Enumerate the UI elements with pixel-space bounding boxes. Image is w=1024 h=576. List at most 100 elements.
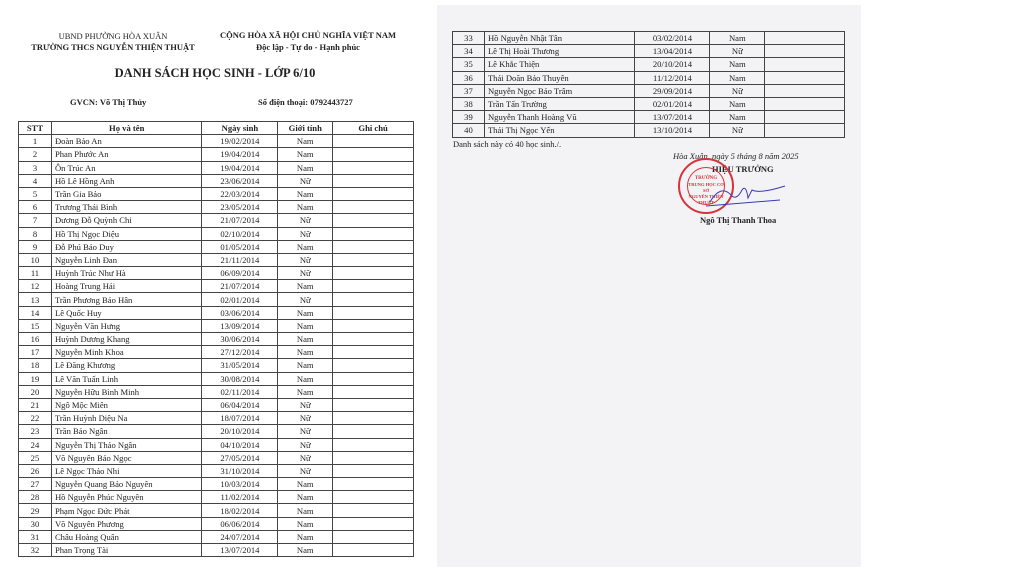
header-left-line2: TRƯỜNG THCS NGUYỄN THIỆN THUẬT [31,42,195,52]
student-note [332,424,414,439]
student-dob: 13/07/2014 [634,110,711,125]
student-dob: 31/05/2014 [201,358,279,373]
table-row: 38 Trần Tấn Trường 02/01/2014 Nam [452,96,845,112]
student-dob: 30/08/2014 [201,371,279,386]
student-gender: Nam [277,542,334,558]
student-stt: 14 [18,305,52,320]
student-name: Hồ Nguyễn Nhật Tân [483,30,636,46]
student-note [332,358,414,373]
student-name: Lê Đăng Khương [50,358,203,373]
table-row: 21 Ngô Mộc Miên 06/04/2014 Nữ [18,397,414,413]
student-stt: 21 [18,397,52,413]
student-gender: Nữ [277,437,334,452]
student-note [332,490,414,505]
student-dob: 13/09/2014 [201,318,279,334]
student-name: Hồ Nguyễn Phúc Nguyên [50,490,203,505]
student-stt: 38 [452,96,485,112]
student-name: Nguyễn Minh Khoa [50,345,203,360]
student-stt: 29 [18,503,52,518]
student-name: Lê Quốc Huy [50,305,203,320]
table-row: 5 Trần Gia Bảo 22/03/2014 Nam [18,186,414,202]
student-note [332,305,414,320]
student-name: Lê Thị Hoài Thương [483,44,636,59]
signer-name: Ngô Thị Thanh Thoa [700,215,777,225]
student-note [332,186,414,202]
student-note [332,463,414,479]
table-row: 28 Hồ Nguyễn Phúc Nguyên 11/02/2014 Nam [18,490,414,505]
header-left-line1: UBND PHƯỜNG HÒA XUÂN [58,31,168,41]
student-gender: Nam [277,384,334,399]
student-stt: 39 [452,110,485,125]
student-name: Lê Ngọc Thảo Nhi [50,463,203,479]
student-name: Lê Khắc Thiện [483,57,636,72]
student-name: Ngô Mộc Miên [50,397,203,413]
student-gender: Nam [277,147,334,162]
student-stt: 30 [18,516,52,531]
student-name: Nguyễn Linh Đan [50,252,203,268]
table-row: 1 Đoàn Bảo An 19/02/2014 Nam [18,134,414,149]
student-name: Trần Gia Bảo [50,186,203,202]
student-name: Trần Tấn Trường [483,96,636,112]
table-row: 16 Huỳnh Dương Khang 30/06/2014 Nam [18,331,414,347]
student-note [332,318,414,334]
student-dob: 06/06/2014 [201,516,279,531]
student-note [332,279,414,294]
student-name: Nguyễn Hữu Bình Minh [50,384,203,399]
table-row: 12 Hoàng Trung Hải 21/07/2014 Nam [18,279,414,294]
student-gender: Nữ [277,424,334,439]
student-note [764,57,845,72]
student-name: Châu Hoàng Quân [50,529,203,545]
student-stt: 24 [18,437,52,452]
table-row: 11 Huỳnh Trúc Như Hà 06/09/2014 Nữ [18,266,414,281]
student-note [332,200,414,215]
table-row: 4 Hồ Lê Hồng Anh 23/06/2014 Nữ [18,173,414,188]
table-row: 36 Thái Doãn Bảo Thuyên 11/12/2014 Nam [452,70,845,85]
student-gender: Nam [277,503,334,518]
student-name: Võ Nguyên Bảo Ngọc [50,450,203,465]
student-name: Huỳnh Dương Khang [50,331,203,347]
student-dob: 23/06/2014 [201,173,279,188]
student-gender: Nữ [709,123,766,138]
student-dob: 24/07/2014 [201,529,279,545]
student-name: Đỗ Phú Bảo Duy [50,239,203,254]
student-stt: 23 [18,424,52,439]
student-stt: 1 [18,134,52,149]
student-stt: 12 [18,279,52,294]
student-gender: Nữ [709,83,766,98]
student-dob: 11/02/2014 [201,490,279,505]
student-gender: Nam [277,345,334,360]
student-dob: 29/09/2014 [634,83,711,98]
student-gender: Nam [277,239,334,254]
phone-label: Số điện thoại: 0792443727 [258,97,353,107]
student-name: Lê Văn Tuấn Linh [50,371,203,386]
official-stamp: TRƯỜNG TRUNG HỌC CƠ SỞ NGUYỄN THIỆN THUẬ… [678,158,734,214]
student-stt: 15 [18,318,52,334]
student-dob: 03/02/2014 [634,30,711,46]
table-row: 37 Nguyễn Ngọc Bảo Trâm 29/09/2014 Nữ [452,83,845,98]
student-name: Nguyễn Thanh Hoàng Vũ [483,110,636,125]
student-dob: 21/11/2014 [201,252,279,268]
student-dob: 27/12/2014 [201,345,279,360]
table-row: 6 Trương Thái Bình 23/05/2014 Nam [18,200,414,215]
teacher-label: GVCN: Võ Thị Thủy [70,97,147,107]
stamp-text-2: TRUNG HỌC CƠ SỞ [688,182,724,193]
stamp-text-1: TRƯỜNG [694,176,718,181]
student-note [332,345,414,360]
student-note [332,503,414,518]
student-stt: 7 [18,213,52,228]
student-dob: 13/04/2014 [634,44,711,59]
table-row: 26 Lê Ngọc Thảo Nhi 31/10/2014 Nữ [18,463,414,479]
student-gender: Nữ [277,411,334,426]
student-gender: Nữ [277,292,334,307]
student-stt: 26 [18,463,52,479]
student-dob: 20/10/2014 [201,424,279,439]
table-row: 15 Nguyễn Văn Hưng 13/09/2014 Nam [18,318,414,334]
student-note [332,292,414,307]
student-dob: 18/02/2014 [201,503,279,518]
student-name: Thái Doãn Bảo Thuyên [483,70,636,85]
student-name: Hồ Lê Hồng Anh [50,173,203,188]
student-stt: 22 [18,411,52,426]
student-dob: 22/03/2014 [201,186,279,202]
table-row: 34 Lê Thị Hoài Thương 13/04/2014 Nữ [452,44,845,59]
student-dob: 01/05/2014 [201,239,279,254]
